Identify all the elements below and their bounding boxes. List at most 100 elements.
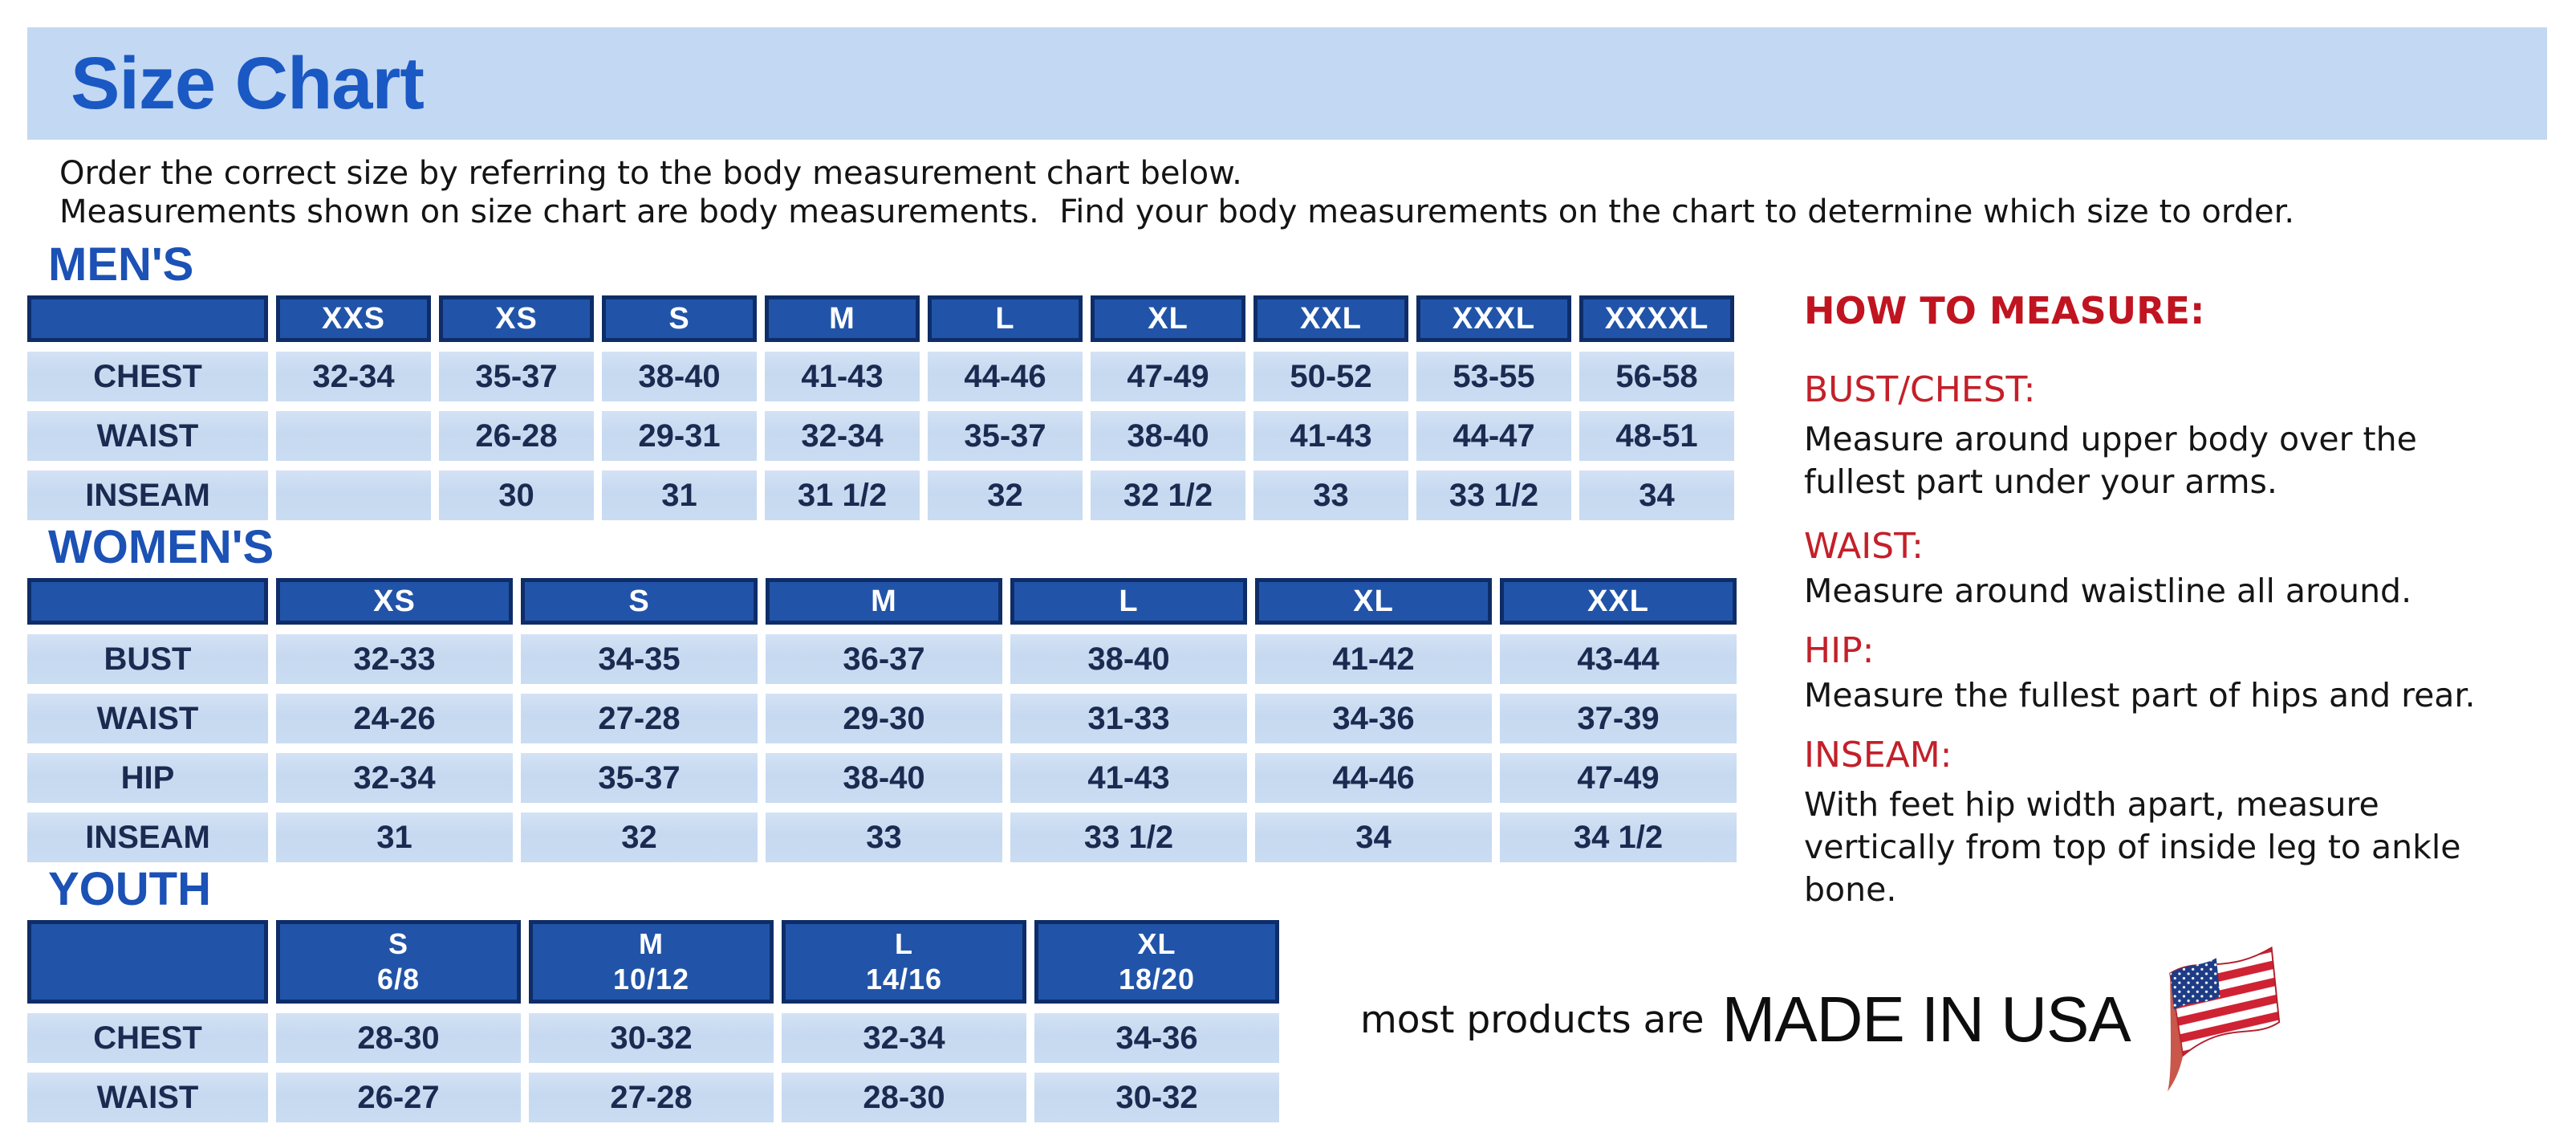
size-header-cell: L: [1010, 578, 1247, 625]
value-cell: 41-43: [1010, 753, 1247, 803]
table-row: CHEST 32-34 35-37 38-40 41-43 44-46 47-49 50-52…: [27, 352, 2576, 401]
table-row: BUST 32-33 34-35 36-37 38-40 41-42 43-44: [27, 634, 2576, 684]
value-cell: 56-58: [1579, 352, 1734, 401]
value-cell: 53-55: [1416, 352, 1571, 401]
size-header-cell: L: [928, 295, 1083, 342]
row-label-cell: WAIST: [27, 1073, 268, 1122]
value-cell: 36-37: [766, 634, 1002, 684]
size-header-cell: S 6/8: [276, 920, 521, 1004]
value-cell: 33 1/2: [1010, 812, 1247, 862]
corner-cell: [27, 920, 268, 1004]
measure-label-bust-chest: BUST/CHEST:: [1804, 369, 2036, 410]
value-cell: 26-28: [439, 411, 594, 461]
mens-size-table: XXS XS S M L XL XXL XXXL XXXXL CHEST 32-34 35-37 38-…: [27, 295, 2576, 520]
size-header-cell: XS: [439, 295, 594, 342]
value-cell: 44-47: [1416, 411, 1571, 461]
value-cell: 32: [928, 470, 1083, 520]
size-header-cell: M: [766, 578, 1002, 625]
row-label-cell: HIP: [27, 753, 268, 803]
size-header-cell: M 10/12: [529, 920, 774, 1004]
section-heading-womens: WOMEN'S: [48, 521, 274, 573]
value-cell: 32 1/2: [1091, 470, 1245, 520]
value-cell: 31-33: [1010, 694, 1247, 743]
value-cell: 41-43: [1253, 411, 1408, 461]
value-cell: 24-26: [276, 694, 513, 743]
row-label-cell: WAIST: [27, 411, 268, 461]
value-cell: 30-32: [529, 1013, 774, 1063]
size-header-cell: M: [765, 295, 920, 342]
page-title: Size Chart: [71, 42, 425, 124]
measure-item: BUST/CHEST: Measure around upper body ov…: [1804, 369, 2510, 503]
value-cell: 44-46: [928, 352, 1083, 401]
table-row: WAIST 24-26 27-28 29-30 31-33 34-36 37-39: [27, 694, 2576, 743]
value-cell: 44-46: [1255, 753, 1492, 803]
value-cell: 38-40: [1010, 634, 1247, 684]
value-cell: 34: [1579, 470, 1734, 520]
table-row: WAIST 26-28 29-31 32-34 35-37 38-40 41-43 44-47…: [27, 411, 2576, 461]
measure-item: HIP: Measure the fullest part of hips an…: [1804, 630, 2510, 717]
measure-text-hip: Measure the fullest part of hips and rea…: [1804, 676, 2476, 715]
row-label-cell: CHEST: [27, 352, 268, 401]
size-header-cell: XXS: [276, 295, 431, 342]
table-header-row: XS S M L XL XXL: [27, 578, 2576, 625]
value-cell: 38-40: [766, 753, 1002, 803]
value-cell: 47-49: [1091, 352, 1245, 401]
made-in-usa-line: most products are MADE IN USA: [1360, 931, 2548, 1108]
value-cell: 35-37: [439, 352, 594, 401]
value-cell: 48-51: [1579, 411, 1734, 461]
table-row: WAIST 26-27 27-28 28-30 30-32: [27, 1073, 2576, 1122]
value-cell: 32-34: [276, 352, 431, 401]
value-cell: 34 1/2: [1500, 812, 1737, 862]
measure-text-bust-chest: Measure around upper body over the fulle…: [1804, 420, 2417, 501]
value-cell: 34-35: [521, 634, 758, 684]
value-cell: 32-33: [276, 634, 513, 684]
value-cell: 43-44: [1500, 634, 1737, 684]
value-cell: 31: [602, 470, 757, 520]
usa-flag-icon: [2155, 939, 2283, 1100]
value-cell: [276, 470, 431, 520]
size-header-cell: XL: [1091, 295, 1245, 342]
value-cell: 41-43: [765, 352, 920, 401]
size-header-cell: S: [602, 295, 757, 342]
intro-line-1: Order the correct size by referring to t…: [59, 155, 1242, 192]
row-label-cell: WAIST: [27, 694, 268, 743]
row-label-cell: BUST: [27, 634, 268, 684]
table-header-row: XXS XS S M L XL XXL XXXL XXXXL: [27, 295, 2576, 342]
corner-cell: [27, 578, 268, 625]
value-cell: 35-37: [521, 753, 758, 803]
section-heading-mens: MEN'S: [48, 238, 194, 291]
value-cell: 26-27: [276, 1073, 521, 1122]
value-cell: 32-34: [276, 753, 513, 803]
value-cell: 34-36: [1034, 1013, 1279, 1063]
value-cell: 29-31: [602, 411, 757, 461]
measure-label-waist: WAIST:: [1804, 526, 1924, 567]
value-cell: 47-49: [1500, 753, 1737, 803]
value-cell: 38-40: [602, 352, 757, 401]
measure-text-waist: Measure around waistline all around.: [1804, 572, 2412, 610]
table-header-row: S 6/8 M 10/12 L 14/16 XL 18/20: [27, 920, 2576, 1004]
value-cell: 33: [766, 812, 1002, 862]
value-cell: 32-34: [782, 1013, 1026, 1063]
value-cell: 30-32: [1034, 1073, 1279, 1122]
made-in-main: MADE IN USA: [1721, 983, 2131, 1055]
value-cell: 29-30: [766, 694, 1002, 743]
intro-line-2: Measurements shown on size chart are bod…: [59, 193, 2295, 230]
table-row: HIP 32-34 35-37 38-40 41-43 44-46 47-49: [27, 753, 2576, 803]
row-label-cell: CHEST: [27, 1013, 268, 1063]
value-cell: 37-39: [1500, 694, 1737, 743]
corner-cell: [27, 295, 268, 342]
row-label-cell: INSEAM: [27, 470, 268, 520]
value-cell: 33 1/2: [1416, 470, 1571, 520]
value-cell: 33: [1253, 470, 1408, 520]
intro-paragraph: Order the correct size by referring to t…: [59, 154, 2576, 231]
value-cell: 32-34: [765, 411, 920, 461]
value-cell: 31: [276, 812, 513, 862]
youth-size-table: S 6/8 M 10/12 L 14/16 XL 18/20 CHEST 28-30 30-32 32…: [27, 920, 2576, 1122]
measure-label-inseam: INSEAM:: [1804, 735, 1952, 776]
measure-item: INSEAM: With feet hip width apart, measu…: [1804, 735, 2510, 911]
value-cell: 30: [439, 470, 594, 520]
value-cell: 34-36: [1255, 694, 1492, 743]
size-header-cell: XL 18/20: [1034, 920, 1279, 1004]
value-cell: 50-52: [1253, 352, 1408, 401]
value-cell: 31 1/2: [765, 470, 920, 520]
